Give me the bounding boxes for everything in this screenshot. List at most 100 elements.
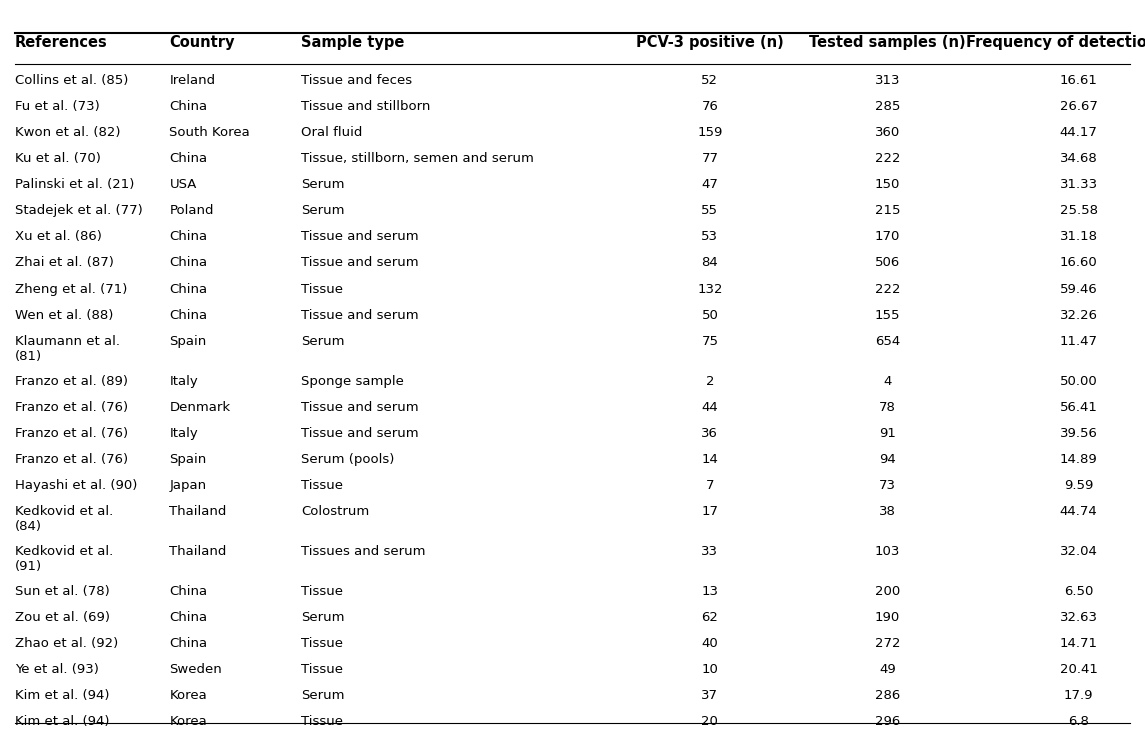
Text: 39.56: 39.56 (1059, 427, 1098, 440)
Text: 84: 84 (702, 256, 718, 269)
Text: 222: 222 (875, 283, 900, 296)
Text: 76: 76 (702, 99, 718, 113)
Text: 91: 91 (879, 427, 895, 440)
Text: 14.71: 14.71 (1059, 637, 1098, 650)
Text: Tissue and serum: Tissue and serum (301, 256, 419, 269)
Text: 31.18: 31.18 (1059, 230, 1098, 244)
Text: 75: 75 (702, 335, 718, 348)
Text: Franzo et al. (76): Franzo et al. (76) (15, 427, 128, 440)
Text: Country: Country (169, 35, 235, 50)
Text: Tissues and serum: Tissues and serum (301, 545, 426, 558)
Text: 190: 190 (875, 611, 900, 624)
Text: 32.63: 32.63 (1059, 611, 1098, 624)
Text: Tissue: Tissue (301, 663, 343, 676)
Text: 52: 52 (702, 74, 718, 87)
Text: Xu et al. (86): Xu et al. (86) (15, 230, 102, 244)
Text: 654: 654 (875, 335, 900, 348)
Text: Serum: Serum (301, 178, 345, 191)
Text: 78: 78 (879, 400, 895, 414)
Text: Tissue: Tissue (301, 637, 343, 650)
Text: China: China (169, 308, 207, 322)
Text: Japan: Japan (169, 479, 206, 492)
Text: 47: 47 (702, 178, 718, 191)
Text: Italy: Italy (169, 375, 198, 388)
Text: 20: 20 (702, 715, 718, 729)
Text: Ireland: Ireland (169, 74, 215, 87)
Text: 132: 132 (697, 283, 722, 296)
Text: 7: 7 (705, 479, 714, 492)
Text: 9.59: 9.59 (1064, 479, 1093, 492)
Text: 215: 215 (875, 204, 900, 217)
Text: PCV-3 positive (n): PCV-3 positive (n) (635, 35, 784, 50)
Text: Colostrum: Colostrum (301, 505, 370, 518)
Text: 34.68: 34.68 (1060, 152, 1097, 165)
Text: Franzo et al. (89): Franzo et al. (89) (15, 375, 128, 388)
Text: 55: 55 (702, 204, 718, 217)
Text: 62: 62 (702, 611, 718, 624)
Text: Tissue and feces: Tissue and feces (301, 74, 412, 87)
Text: Tissue and serum: Tissue and serum (301, 427, 419, 440)
Text: Serum: Serum (301, 204, 345, 217)
Text: China: China (169, 152, 207, 165)
Text: Tissue and serum: Tissue and serum (301, 400, 419, 414)
Text: 200: 200 (875, 584, 900, 598)
Text: Hayashi et al. (90): Hayashi et al. (90) (15, 479, 137, 492)
Text: Tissue: Tissue (301, 715, 343, 729)
Text: Kedkovid et al.
(84): Kedkovid et al. (84) (15, 505, 113, 534)
Text: 506: 506 (875, 256, 900, 269)
Text: Kim et al. (94): Kim et al. (94) (15, 689, 110, 702)
Text: Spain: Spain (169, 453, 207, 466)
Text: 14.89: 14.89 (1060, 453, 1097, 466)
Text: China: China (169, 256, 207, 269)
Text: 73: 73 (879, 479, 895, 492)
Text: 159: 159 (697, 126, 722, 139)
Text: 10: 10 (702, 663, 718, 676)
Text: 26.67: 26.67 (1059, 99, 1098, 113)
Text: 17: 17 (702, 505, 718, 518)
Text: 32.26: 32.26 (1059, 308, 1098, 322)
Text: 313: 313 (875, 74, 900, 87)
Text: Palinski et al. (21): Palinski et al. (21) (15, 178, 134, 191)
Text: Sponge sample: Sponge sample (301, 375, 404, 388)
Text: 103: 103 (875, 545, 900, 558)
Text: 16.60: 16.60 (1060, 256, 1097, 269)
Text: South Korea: South Korea (169, 126, 251, 139)
Text: Kedkovid et al.
(91): Kedkovid et al. (91) (15, 545, 113, 573)
Text: Sample type: Sample type (301, 35, 404, 50)
Text: 25.58: 25.58 (1059, 204, 1098, 217)
Text: Spain: Spain (169, 335, 207, 348)
Text: 56.41: 56.41 (1059, 400, 1098, 414)
Text: Franzo et al. (76): Franzo et al. (76) (15, 400, 128, 414)
Text: 20.41: 20.41 (1059, 663, 1098, 676)
Text: Tissue, stillborn, semen and serum: Tissue, stillborn, semen and serum (301, 152, 534, 165)
Text: Sun et al. (78): Sun et al. (78) (15, 584, 110, 598)
Text: 31.33: 31.33 (1059, 178, 1098, 191)
Text: References: References (15, 35, 108, 50)
Text: Zheng et al. (71): Zheng et al. (71) (15, 283, 127, 296)
Text: Serum: Serum (301, 689, 345, 702)
Text: Kwon et al. (82): Kwon et al. (82) (15, 126, 120, 139)
Text: China: China (169, 230, 207, 244)
Text: Zou et al. (69): Zou et al. (69) (15, 611, 110, 624)
Text: 6.50: 6.50 (1064, 584, 1093, 598)
Text: Collins et al. (85): Collins et al. (85) (15, 74, 128, 87)
Text: Tissue and serum: Tissue and serum (301, 230, 419, 244)
Text: 360: 360 (875, 126, 900, 139)
Text: Italy: Italy (169, 427, 198, 440)
Text: China: China (169, 99, 207, 113)
Text: Serum: Serum (301, 611, 345, 624)
Text: 13: 13 (702, 584, 718, 598)
Text: Fu et al. (73): Fu et al. (73) (15, 99, 100, 113)
Text: Ye et al. (93): Ye et al. (93) (15, 663, 98, 676)
Text: 44: 44 (702, 400, 718, 414)
Text: 38: 38 (879, 505, 895, 518)
Text: 17.9: 17.9 (1064, 689, 1093, 702)
Text: 77: 77 (702, 152, 718, 165)
Text: Wen et al. (88): Wen et al. (88) (15, 308, 113, 322)
Text: 33: 33 (702, 545, 718, 558)
Text: China: China (169, 611, 207, 624)
Text: Denmark: Denmark (169, 400, 230, 414)
Text: Thailand: Thailand (169, 545, 227, 558)
Text: China: China (169, 584, 207, 598)
Text: 155: 155 (875, 308, 900, 322)
